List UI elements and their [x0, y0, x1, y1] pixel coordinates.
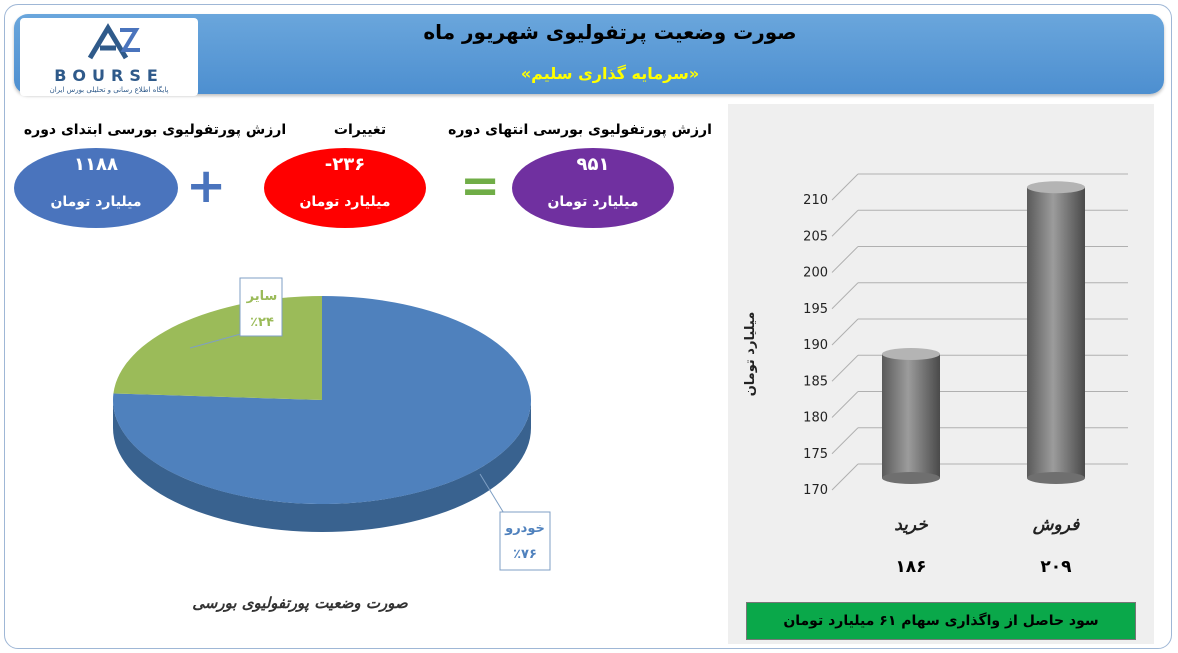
header-bar	[14, 14, 1164, 94]
bar-forush	[1027, 181, 1085, 484]
grid-diag-7	[831, 209, 859, 237]
value-label-kharid: ۱۸۶	[895, 557, 926, 577]
logo: BOURSE پایگاه اطلاع رسانی و تحلیلی بورس …	[20, 18, 198, 96]
bar-kharid	[882, 348, 940, 484]
bar-bottom-kharid	[882, 472, 940, 484]
value-label-forush: ۲۰۹	[1040, 557, 1072, 577]
logo-mark-icon	[87, 23, 140, 60]
category-label-kharid: خرید	[894, 515, 928, 535]
y-tick-label-205: 205	[803, 229, 828, 244]
plus-icon: +	[186, 158, 227, 214]
slice-label-sayer: ٪۲۴	[250, 315, 274, 330]
start-value-label: ارزش پورتفولیوی بورسی ابتدای دوره	[23, 122, 287, 138]
end-value-unit: میلیارد تومان	[547, 194, 639, 210]
category-label-forush: فروش	[1032, 515, 1080, 535]
logo-text: BOURSE	[54, 66, 164, 85]
slice-name-sayer: سایر	[246, 289, 278, 304]
label-box-khodro	[499, 511, 551, 571]
start-value-unit: میلیارد تومان	[50, 194, 142, 210]
y-tick-label-170: 170	[803, 483, 828, 498]
grid-diag-4	[831, 318, 859, 346]
bar-bottom-forush	[1027, 472, 1085, 484]
end-value-label: ارزش پورتفولیوی بورسی انتهای دوره	[448, 122, 712, 138]
change-value: -۲۳۶	[324, 154, 366, 175]
pie-side-khodro	[113, 400, 531, 532]
bar-body-forush	[1027, 187, 1085, 478]
change-value-unit: میلیارد تومان	[299, 194, 391, 210]
slice-name-khodro: خودرو	[504, 521, 545, 536]
logo-subtitle: پایگاه اطلاع رسانی و تحلیلی بورس ایران	[49, 86, 169, 94]
page-title: صورت وضعیت پرتفولیوی شهریور ماه	[423, 20, 797, 44]
pie-chart: سایر ٪۲۴ خودرو ٪۷۶ صورت وضعیت پورتفولیوی…	[113, 277, 551, 612]
y-tick-label-180: 180	[803, 411, 828, 426]
bar-top-kharid	[882, 348, 940, 360]
callout-line-sayer	[189, 331, 249, 349]
start-value-oval: ۱۱۸۸ میلیارد تومان	[14, 148, 178, 228]
grid-diag-2	[831, 391, 859, 418]
grid-diag-5	[831, 282, 859, 310]
bar-chart-y-label: میلیارد تومان	[743, 312, 758, 397]
end-value-oval: ۹۵۱ میلیارد تومان	[512, 148, 674, 228]
change-oval: -۲۳۶ میلیارد تومان	[264, 148, 426, 228]
y-tick-label-200: 200	[803, 266, 828, 281]
pie-chart-title: صورت وضعیت پورتفولیوی بورسی	[192, 594, 409, 612]
pie-slice-khodro	[113, 296, 532, 504]
y-tick-label-185: 185	[803, 374, 828, 389]
pie-slice-sayer	[113, 296, 322, 400]
page-subtitle: «سرمایه گذاری سلیم»	[520, 64, 700, 83]
label-box-sayer	[239, 277, 283, 337]
y-tick-label-190: 190	[803, 338, 828, 353]
start-value: ۱۱۸۸	[74, 154, 118, 175]
equals-icon: =	[460, 158, 501, 214]
grid-diag-0	[831, 463, 859, 491]
y-tick-label-210: 210	[803, 193, 828, 208]
bar-body-kharid	[882, 354, 940, 478]
callout-line-khodro	[479, 473, 506, 516]
change-label: تغییرات	[333, 122, 387, 138]
end-value: ۹۵۱	[576, 154, 610, 175]
grid-diag-8	[831, 173, 859, 201]
y-tick-label-195: 195	[803, 302, 828, 317]
bar-chart: 170 175 180 185 190 195 200 205 210 میلیارد توما…	[743, 173, 1128, 577]
grid-diag-6	[831, 246, 859, 273]
y-tick-label-175: 175	[803, 447, 828, 462]
grid-diag-3	[831, 354, 859, 382]
bar-chart-y-ticks: 170 175 180 185 190 195 200 205 210	[803, 193, 828, 498]
bar-top-forush	[1027, 181, 1085, 194]
grid-diag-1	[831, 427, 859, 455]
slice-label-khodro: ٪۷۶	[513, 547, 537, 562]
profit-banner: سود حاصل از واگذاری سهام ۶۱ میلیارد توما…	[746, 602, 1136, 640]
